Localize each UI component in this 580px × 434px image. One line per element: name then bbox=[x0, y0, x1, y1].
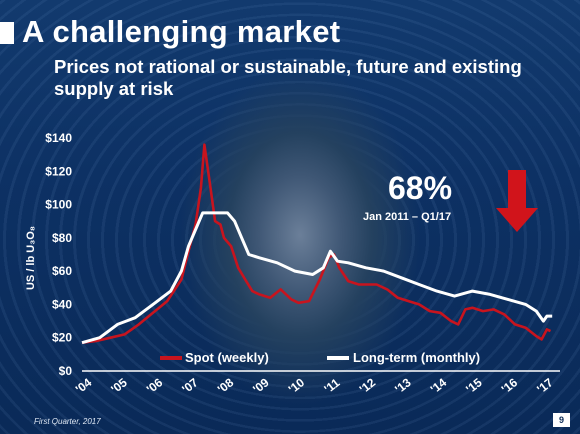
x-tick-label: '07 bbox=[179, 375, 201, 396]
legend: Spot (weekly) Long-term (monthly) bbox=[160, 350, 480, 365]
spot-price-line bbox=[81, 143, 552, 344]
legend-spot-label: Spot (weekly) bbox=[185, 350, 269, 365]
y-tick-label: $140 bbox=[45, 131, 72, 145]
decline-percent: 68% bbox=[388, 170, 452, 206]
x-tick-label: '17 bbox=[534, 375, 556, 396]
long-term-price-line bbox=[81, 211, 553, 345]
x-tick-label: '05 bbox=[108, 375, 130, 396]
x-tick-label: '10 bbox=[286, 375, 308, 396]
x-axis-ticks: '04 '05 '06 '07 '08 '09 '10 '11 '12 '13 '14 '15 '16 '… bbox=[73, 375, 556, 396]
series-layer bbox=[81, 143, 553, 345]
y-tick-label: $0 bbox=[59, 364, 73, 378]
decline-callout: 68% Jan 2011 – Q1/17 bbox=[363, 170, 538, 232]
slide-title: A challenging market bbox=[22, 14, 341, 49]
y-axis-label: US / lb U₃O₈ bbox=[25, 226, 37, 290]
x-tick-label: '14 bbox=[428, 375, 450, 396]
x-tick-label: '16 bbox=[499, 375, 521, 396]
decline-period: Jan 2011 – Q1/17 bbox=[363, 211, 451, 223]
legend-long-term-label: Long-term (monthly) bbox=[353, 350, 480, 365]
y-tick-label: $80 bbox=[52, 231, 72, 245]
footer-date: First Quarter, 2017 bbox=[34, 417, 101, 426]
x-tick-label: '04 bbox=[73, 375, 95, 396]
x-tick-label: '08 bbox=[215, 375, 237, 396]
x-tick-label: '13 bbox=[392, 375, 414, 396]
down-arrow-icon bbox=[496, 170, 538, 232]
x-tick-label: '09 bbox=[250, 375, 272, 396]
y-tick-label: $20 bbox=[52, 331, 72, 345]
page-number: 9 bbox=[553, 413, 570, 427]
y-tick-label: $60 bbox=[52, 264, 72, 278]
y-tick-label: $120 bbox=[45, 164, 72, 178]
x-tick-label: '11 bbox=[322, 375, 343, 396]
x-tick-label: '12 bbox=[357, 375, 379, 396]
title-chevron-icon bbox=[0, 22, 14, 44]
x-tick-label: '06 bbox=[144, 375, 166, 396]
slide-subtitle: Prices not rational or sustainable, futu… bbox=[54, 56, 522, 99]
x-tick-label: '15 bbox=[463, 375, 485, 396]
y-tick-label: $100 bbox=[45, 198, 72, 212]
y-tick-label: $40 bbox=[52, 297, 72, 311]
y-axis-ticks: $0 $20 $40 $60 $80 $100 $120 $140 bbox=[45, 131, 72, 378]
